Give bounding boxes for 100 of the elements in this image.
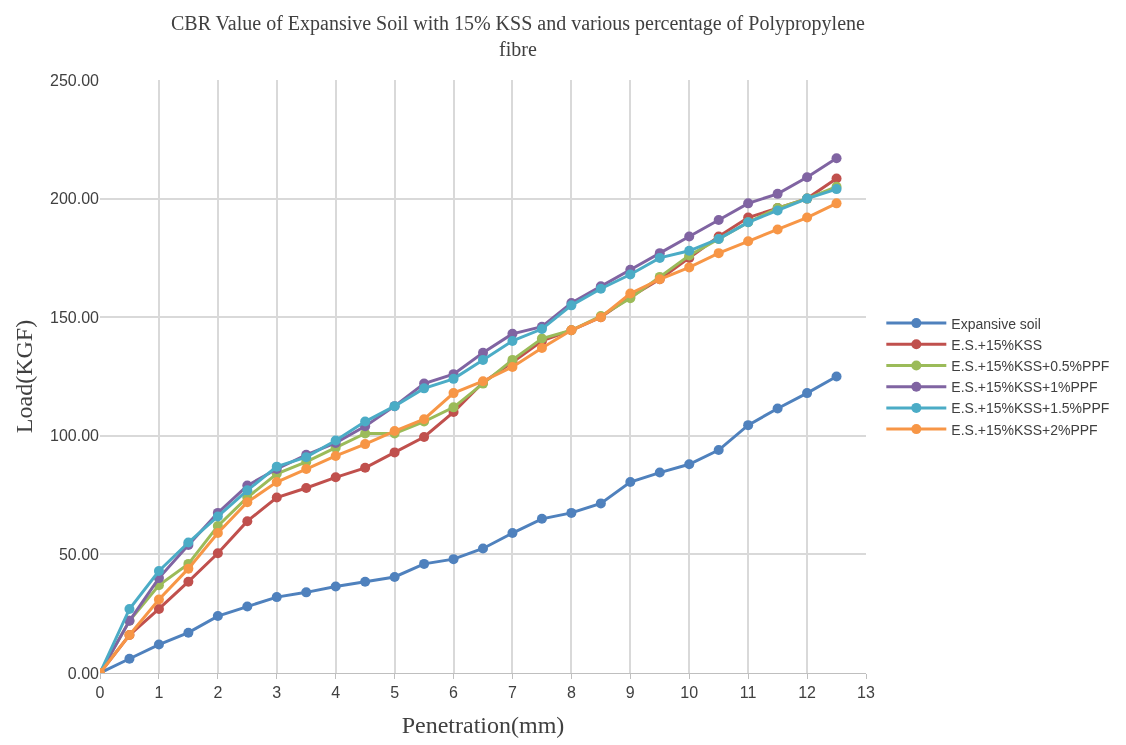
legend-label: E.S.+15%KSS+2%PPF — [951, 421, 1098, 438]
point — [360, 462, 371, 473]
point — [625, 288, 636, 299]
point — [419, 558, 430, 569]
y-tick-label: 0.00 — [67, 664, 100, 682]
point — [625, 477, 636, 488]
point — [183, 563, 194, 574]
point — [448, 402, 459, 413]
point — [124, 653, 135, 664]
point — [448, 554, 459, 565]
point — [212, 511, 223, 522]
point — [301, 482, 312, 493]
point — [153, 603, 164, 614]
point — [507, 528, 518, 539]
point — [743, 420, 754, 431]
legend-label: E.S.+15%KSS+1%PPF — [951, 379, 1098, 396]
y-tick-label: 250.00 — [50, 71, 100, 89]
point — [271, 592, 282, 603]
point — [448, 373, 459, 384]
point — [743, 236, 754, 247]
point — [419, 383, 430, 394]
legend-label: E.S.+15%KSS — [951, 336, 1042, 353]
point — [389, 571, 400, 582]
point — [684, 262, 695, 273]
x-tick-label: 5 — [390, 684, 400, 702]
point — [536, 343, 547, 354]
x-tick-label: 2 — [213, 684, 223, 702]
legend-label: E.S.+15%KSS+0.5%PPF — [951, 357, 1110, 374]
point — [389, 447, 400, 458]
point — [713, 214, 724, 225]
point — [124, 603, 135, 614]
x-tick-label: 4 — [331, 684, 341, 702]
y-tick-label: 50.00 — [58, 546, 100, 563]
point — [802, 172, 813, 183]
point — [360, 416, 371, 427]
point — [478, 543, 488, 554]
x-tick-label: 1 — [154, 684, 164, 702]
point — [360, 576, 371, 587]
point — [536, 513, 547, 524]
legend-label: Expansive soil — [951, 315, 1041, 332]
point — [301, 464, 312, 475]
point — [684, 231, 695, 242]
point — [507, 335, 518, 346]
point — [831, 371, 842, 382]
x-tick-label: 11 — [739, 684, 757, 702]
x-tick-label: 12 — [798, 684, 817, 702]
point — [183, 576, 194, 587]
x-tick-label: 7 — [508, 684, 518, 702]
point — [802, 388, 813, 399]
point — [772, 403, 783, 414]
point — [831, 198, 842, 209]
point — [330, 581, 341, 592]
point — [330, 472, 341, 483]
point — [242, 516, 253, 527]
point — [625, 269, 636, 280]
point — [831, 153, 842, 164]
point — [654, 252, 665, 263]
point — [448, 388, 459, 399]
x-tick-label: 9 — [625, 684, 635, 702]
x-tick-label: 3 — [272, 684, 282, 702]
chart-title: CBR Value of Expansive Soil with 15% KSS and various percentage of Polypropylene fibre — [170, 11, 866, 60]
point — [654, 467, 665, 478]
point — [772, 188, 783, 199]
x-tick-label: 8 — [566, 684, 576, 702]
point — [507, 362, 518, 373]
point — [684, 459, 695, 470]
point — [212, 528, 223, 539]
point — [360, 439, 371, 450]
point — [271, 477, 282, 488]
point — [301, 587, 312, 598]
point — [772, 224, 783, 235]
point — [713, 445, 724, 456]
y-axis-title: Load(KGF) — [11, 319, 38, 434]
y-tick-label: 200.00 — [50, 190, 100, 208]
point — [183, 627, 194, 638]
point — [566, 507, 577, 518]
x-axis-title: Penetration(mm) — [401, 711, 565, 738]
point — [242, 601, 253, 612]
point — [271, 492, 282, 503]
point — [212, 611, 223, 622]
point — [153, 594, 164, 605]
x-tick-label: 6 — [449, 684, 459, 702]
y-tick-label: 150.00 — [50, 308, 100, 326]
x-tick-label: 0 — [95, 684, 105, 702]
x-tick-label: 10 — [680, 684, 699, 702]
point — [684, 245, 695, 256]
y-tick-label: 100.00 — [50, 427, 100, 445]
point — [743, 198, 754, 209]
point — [419, 431, 430, 442]
legend-label: E.S.+15%KSS+1.5%PPF — [951, 400, 1110, 417]
point — [242, 497, 253, 508]
point — [153, 639, 164, 650]
point — [478, 354, 488, 365]
point — [713, 248, 724, 259]
point — [802, 212, 813, 223]
x-tick-label: 13 — [857, 684, 875, 702]
point — [242, 485, 253, 496]
point — [153, 566, 164, 576]
point — [212, 548, 223, 559]
point — [595, 498, 606, 509]
